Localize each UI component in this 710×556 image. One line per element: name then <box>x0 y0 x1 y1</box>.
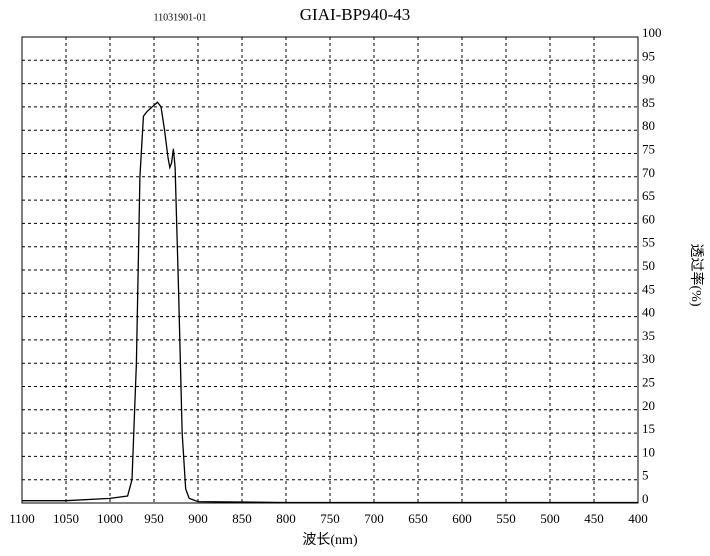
y-tick-label: 25 <box>642 374 655 389</box>
y-tick-label: 85 <box>642 95 655 110</box>
x-axis-label: 波长(nm) <box>302 532 358 548</box>
y-tick-label: 75 <box>642 141 655 156</box>
x-tick-label: 600 <box>452 511 472 526</box>
y-tick-label: 35 <box>642 328 655 343</box>
y-tick-label: 95 <box>642 48 655 63</box>
x-tick-label: 450 <box>584 511 604 526</box>
x-tick-label: 1050 <box>53 511 79 526</box>
x-tick-label: 1100 <box>9 511 35 526</box>
x-tick-label: 900 <box>188 511 208 526</box>
y-tick-label: 100 <box>642 25 662 40</box>
y-tick-label: 65 <box>642 188 655 203</box>
y-tick-label: 10 <box>642 444 655 459</box>
data-line <box>22 101 638 504</box>
y-tick-label: 20 <box>642 398 655 413</box>
y-tick-label: 0 <box>642 491 649 506</box>
y-tick-label: 55 <box>642 235 655 250</box>
x-tick-label: 650 <box>408 511 428 526</box>
x-tick-label: 400 <box>628 511 648 526</box>
y-axis-label: 透过率(%) <box>688 244 705 307</box>
y-tick-label: 45 <box>642 281 655 296</box>
y-tick-label: 15 <box>642 421 655 436</box>
y-tick-label: 80 <box>642 118 655 133</box>
x-tick-label: 550 <box>496 511 516 526</box>
y-tick-label: 50 <box>642 258 655 273</box>
y-tick-label: 5 <box>642 468 649 483</box>
x-tick-label: 800 <box>276 511 296 526</box>
x-tick-label: 850 <box>232 511 252 526</box>
y-tick-label: 60 <box>642 211 655 226</box>
y-tick-label: 30 <box>642 351 655 366</box>
x-tick-label: 750 <box>320 511 340 526</box>
x-tick-label: 950 <box>144 511 164 526</box>
y-tick-label: 90 <box>642 72 655 87</box>
x-tick-label: 500 <box>540 511 560 526</box>
y-tick-label: 70 <box>642 165 655 180</box>
chart-subtitle: 11031901-01 <box>154 12 207 23</box>
chart-title: GIAI-BP940-43 <box>300 5 411 24</box>
y-tick-label: 40 <box>642 305 655 320</box>
x-tick-label: 700 <box>364 511 384 526</box>
x-tick-label: 1000 <box>97 511 123 526</box>
